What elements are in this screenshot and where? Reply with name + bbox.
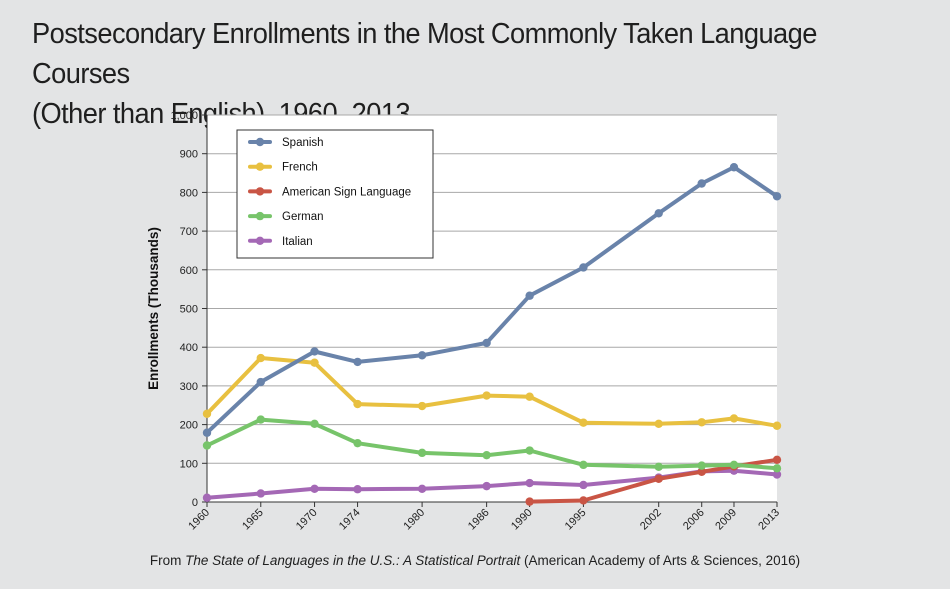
data-point-french [729,414,739,423]
data-point-german [697,461,706,470]
y-tick-label: 300 [180,381,198,393]
x-tick-label: 1986 [466,507,492,533]
y-tick-label: 900 [180,149,198,161]
data-point-french [654,419,663,429]
series-line-spanish [205,165,779,435]
data-point-german [417,448,427,458]
data-point-spanish [729,163,739,172]
x-tick-label: 2013 [756,507,782,533]
legend-label: Spanish [282,137,324,149]
data-point-german [482,450,491,460]
x-tick-label: 1990 [509,507,535,533]
data-point-german [256,415,265,424]
legend-marker [255,162,265,171]
data-point-spanish [579,263,588,272]
x-tick-label: 1970 [294,507,320,533]
data-point-spanish [202,428,212,437]
x-tick-label: 1974 [337,507,363,533]
data-point-french [579,418,588,427]
chart-title-line-1: Postsecondary Enrollments in the Most Co… [32,18,817,90]
y-tick-label: 500 [180,304,198,316]
data-point-italian [417,484,427,494]
data-point-spanish [256,377,265,387]
y-tick-label: 800 [180,187,198,199]
data-point-italian [202,493,212,502]
data-point-german [654,462,663,471]
x-tick-label: 1965 [240,507,266,533]
data-point-italian [482,481,491,491]
y-tick-label: 100 [180,458,198,470]
y-tick-label: 1,000 [170,110,198,122]
data-point-spanish [772,192,782,201]
legend-label: Italian [282,236,313,248]
data-point-italian [256,489,265,498]
x-tick-label: 2009 [713,507,739,533]
data-point-american-sign-language [697,467,706,477]
caption-book-title: The State of Languages in the U.S.: A St… [185,553,521,568]
data-point-german [729,460,739,470]
data-point-american-sign-language [579,496,588,505]
data-point-french [417,401,427,411]
data-point-french [697,418,706,427]
series-line-german [205,417,779,471]
data-point-american-sign-language [525,497,534,506]
x-tick-label: 1995 [563,507,589,533]
data-point-spanish [482,338,491,348]
x-tick-label: 1960 [186,507,212,533]
legend-marker [255,137,265,147]
data-point-french [353,399,362,409]
legend-marker [255,236,265,245]
data-point-french [310,358,319,367]
data-point-spanish [697,179,706,188]
data-point-french [482,391,491,400]
legend: Spanish French American Sign Language Germa… [236,129,434,259]
y-tick-label: 600 [180,265,198,277]
legend-box [236,129,434,259]
legend-label: American Sign Language [282,186,411,198]
data-point-spanish [310,347,319,356]
data-point-german [202,441,212,450]
legend-label: German [282,211,324,223]
x-tick-label: 1980 [401,507,427,533]
y-tick-label: 400 [180,342,198,354]
data-point-french [202,409,212,418]
data-point-italian [353,485,362,494]
data-point-french [256,353,265,363]
chart-title: Postsecondary Enrollments in the Most Co… [32,14,878,134]
x-tick-label: 2002 [638,507,664,533]
data-point-spanish [353,357,362,367]
data-point-german [772,464,782,473]
data-point-german [310,419,319,429]
caption-prefix: From [149,553,186,568]
y-tick-label: 700 [180,226,198,238]
y-axis-label: Enrollments (Thousands) [146,227,161,390]
x-tick-label: 2006 [681,507,707,533]
data-point-french [525,392,534,401]
data-point-german [353,438,362,448]
source-caption: From The State of Languages in the U.S.:… [0,553,950,568]
legend-marker [255,211,265,221]
data-point-french [772,421,782,430]
y-tick-label: 0 [192,497,198,509]
data-point-german [525,446,534,455]
data-point-spanish [654,209,663,218]
data-point-italian [579,480,588,490]
data-point-german [579,460,588,470]
caption-suffix: (American Academy of Arts & Sciences, 20… [520,553,801,568]
legend-label: French [282,162,318,174]
data-point-spanish [525,291,534,300]
series-line-french [205,356,779,428]
y-tick-label: 200 [180,420,198,432]
data-point-american-sign-language [772,455,782,465]
data-point-italian [772,470,782,479]
data-point-italian [310,484,319,494]
legend-marker [255,187,265,196]
data-point-spanish [417,351,427,360]
data-point-american-sign-language [654,474,663,483]
data-point-italian [525,478,534,488]
